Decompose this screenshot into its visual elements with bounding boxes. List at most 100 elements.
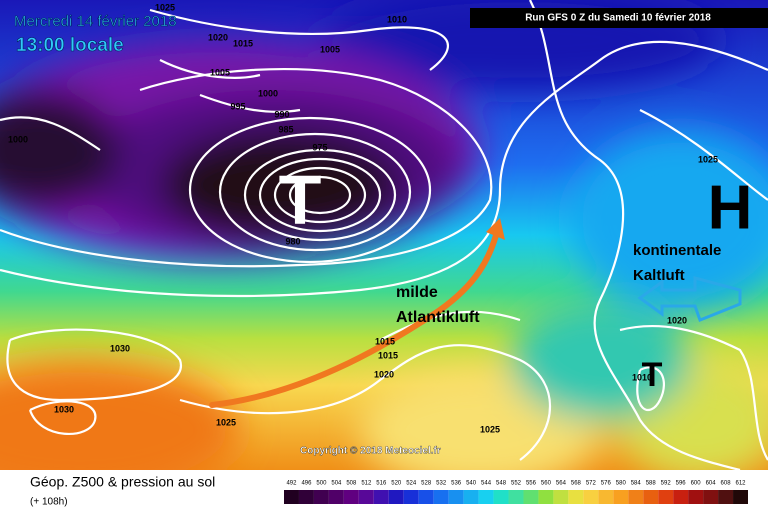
scale-label: 528: [421, 481, 432, 487]
scale-label: 612: [736, 481, 747, 487]
scale-label: 576: [601, 481, 612, 487]
scale-swatch: [673, 490, 689, 504]
high-marker: H: [708, 173, 753, 242]
isobar-label: 1010: [387, 14, 407, 24]
scale-label: 548: [496, 481, 507, 487]
scale-label: 500: [316, 481, 327, 487]
isobar-label: 1020: [374, 369, 394, 379]
run-box: [470, 8, 768, 28]
scale-swatch: [373, 490, 389, 504]
scale-swatch: [388, 490, 404, 504]
scale-label: 560: [541, 481, 552, 487]
scale-label: 512: [361, 481, 372, 487]
isobar-label: 995: [230, 101, 245, 111]
scale-swatch: [358, 490, 374, 504]
isobar-label: 1015: [378, 350, 398, 360]
isobar-label: 1025: [155, 2, 175, 12]
scale-swatch: [328, 490, 344, 504]
scale-label: 568: [571, 481, 582, 487]
isobar-label: 1030: [54, 404, 74, 414]
scale-swatch: [613, 490, 629, 504]
scale-swatch: [733, 490, 748, 504]
scale-label: 508: [346, 481, 357, 487]
scale-swatch: [433, 490, 449, 504]
scale-swatch: [658, 490, 674, 504]
scale-swatch: [688, 490, 704, 504]
scale-swatch: [538, 490, 554, 504]
isobar-label: 1025: [698, 154, 718, 164]
isobar-label: 990: [274, 109, 289, 119]
isobar-label: 1025: [216, 417, 236, 427]
isobar-label: 1005: [320, 44, 340, 54]
scale-label: 564: [556, 481, 567, 487]
isobar-label: 1030: [110, 343, 130, 353]
scale-label: 588: [646, 481, 657, 487]
scale-swatch: [583, 490, 599, 504]
arrows: [209, 218, 742, 408]
isobar-labels: 1025 1020 1015 1010 1005 1005 1000 995 990 985 100…: [8, 2, 718, 434]
scale-swatch: [418, 490, 434, 504]
scale-swatch: [343, 490, 359, 504]
isobar-label: 1025: [480, 424, 500, 434]
isobars: [0, 0, 768, 470]
low-marker: T: [279, 160, 322, 238]
annotation: Kaltluft: [633, 267, 685, 284]
date-label: Mercredi 14 février 2018: [14, 13, 177, 30]
isobar-label: 1005: [210, 67, 230, 77]
scale-label: 520: [391, 481, 402, 487]
isobar-label: 1020: [667, 315, 687, 325]
scale-label: 552: [511, 481, 522, 487]
annotation: Atlantikluft: [396, 309, 480, 326]
footer-lead: (+ 108h): [30, 497, 68, 508]
scale-label: 524: [406, 481, 417, 487]
scale-label: 544: [481, 481, 492, 487]
annotation: milde: [396, 284, 438, 301]
copyright: Copyright © 2018 Meteociel.fr: [300, 446, 441, 457]
isobar-label: 1020: [208, 32, 228, 42]
scale-label: 556: [526, 481, 537, 487]
scale-label: 540: [466, 481, 477, 487]
isobar-label: 1010: [632, 372, 652, 382]
scale-label: 592: [661, 481, 672, 487]
scale-label: 492: [286, 481, 297, 487]
scale-swatch: [553, 490, 569, 504]
scale-label: 516: [376, 481, 387, 487]
isobar-label: 1015: [233, 38, 253, 48]
scale-swatch: [463, 490, 479, 504]
scale-swatch: [448, 490, 464, 504]
scale-swatch: [523, 490, 539, 504]
scale-label: 608: [721, 481, 732, 487]
scale-label: 504: [331, 481, 342, 487]
scale-swatch: [493, 490, 509, 504]
scale-swatch: [568, 490, 584, 504]
scale-swatch: [643, 490, 659, 504]
isobar-label: 1000: [258, 88, 278, 98]
scale-swatch: [298, 490, 314, 504]
scale-label: 496: [301, 481, 312, 487]
color-scale: 492 496 500 504 508 512 516 520 524 528 532 536 540 5…: [284, 481, 748, 504]
scale-label: 572: [586, 481, 597, 487]
scale-swatch: [718, 490, 734, 504]
scale-swatch: [403, 490, 419, 504]
time-label: 13:00 locale: [16, 35, 124, 56]
scale-swatch: [508, 490, 524, 504]
scale-label: 580: [616, 481, 627, 487]
scale-label: 584: [631, 481, 642, 487]
isobar-label: 980: [285, 236, 300, 246]
scale-label: 596: [676, 481, 687, 487]
scale-label: 604: [706, 481, 717, 487]
scale-label: 600: [691, 481, 702, 487]
low-marker: T: [642, 356, 663, 394]
scale-swatch: [478, 490, 494, 504]
scale-swatch: [313, 490, 329, 504]
run-label: Run GFS 0 Z du Samedi 10 février 2018: [525, 13, 711, 24]
scale-swatch: [703, 490, 719, 504]
scale-label: 532: [436, 481, 447, 487]
isobar-label: 1015: [375, 336, 395, 346]
scale-swatch: [628, 490, 644, 504]
scale-swatch: [284, 490, 299, 504]
scale-swatch: [598, 490, 614, 504]
annotation: kontinentale: [633, 242, 721, 259]
